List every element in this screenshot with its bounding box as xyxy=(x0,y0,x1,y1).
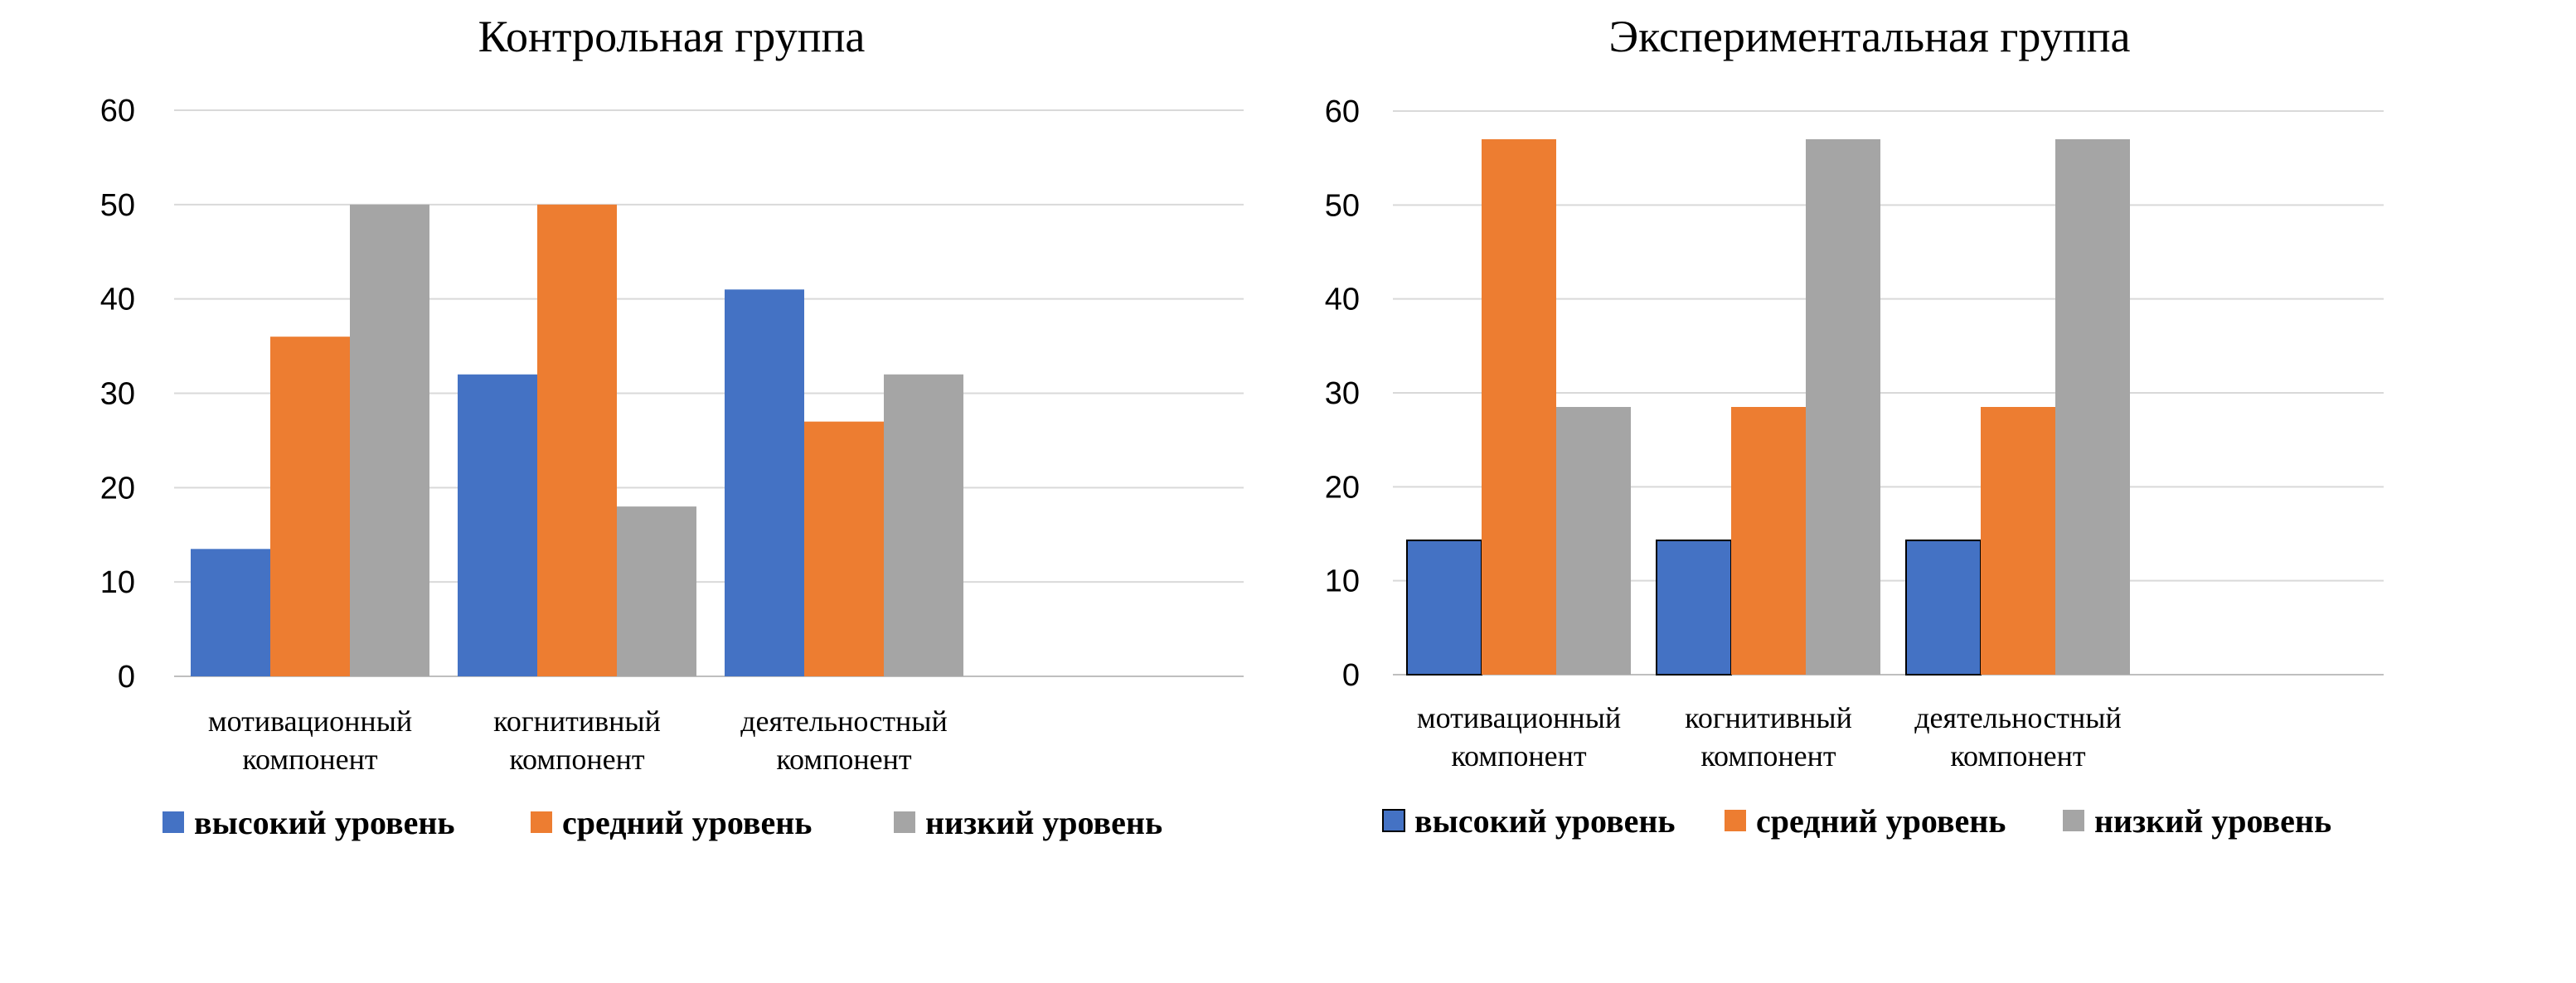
x-tick-label: деятельностный xyxy=(1914,701,2122,734)
bar xyxy=(191,549,270,676)
legend-label: низкий уровень xyxy=(2094,802,2331,840)
bar xyxy=(1556,407,1631,675)
y-tick-label: 60 xyxy=(100,94,135,128)
chart-title: Экспериментальная группа xyxy=(1609,12,2131,61)
y-tick-label: 0 xyxy=(1342,658,1360,693)
y-tick-label: 30 xyxy=(1325,376,1360,411)
legend-swatch xyxy=(1725,810,1746,831)
chart-1: Контрольная группа 0 10 20 30 40 50 60 мотивацио… xyxy=(100,12,1244,841)
bar xyxy=(1981,407,2055,675)
bar xyxy=(1482,139,1556,675)
y-tick-label: 30 xyxy=(100,377,135,412)
legend-swatch xyxy=(894,811,915,833)
x-tick-label: когнитивный xyxy=(1685,701,1852,734)
bar xyxy=(1905,539,1982,676)
x-tick-label: когнитивный xyxy=(493,705,661,738)
y-tick-label: 10 xyxy=(100,565,135,600)
legend-label: высокий уровень xyxy=(1414,802,1676,840)
y-tick-label: 50 xyxy=(100,188,135,223)
bar xyxy=(804,421,884,676)
x-tick-label: компонент xyxy=(1950,739,2086,772)
bar xyxy=(884,374,963,676)
bar xyxy=(350,204,429,677)
bar xyxy=(1406,539,1482,676)
legend-swatch xyxy=(1382,809,1405,832)
y-tick-label: 60 xyxy=(1325,94,1360,129)
x-tick-label: компонент xyxy=(1451,739,1587,772)
bar xyxy=(725,289,804,676)
x-tick-label: компонент xyxy=(1700,739,1836,772)
bar xyxy=(458,374,537,676)
y-tick-label: 20 xyxy=(1325,470,1360,505)
legend-swatch xyxy=(531,811,552,833)
x-tick-label: компонент xyxy=(776,743,912,776)
y-tick-label: 40 xyxy=(100,283,135,317)
bar xyxy=(2055,139,2130,675)
legend-swatch xyxy=(163,811,184,833)
legend-label: средний уровень xyxy=(1756,802,2006,840)
y-tick-label: 10 xyxy=(1325,564,1360,599)
x-tick-label: компонент xyxy=(242,743,378,776)
bar xyxy=(1656,539,1732,676)
legend-label: низкий уровень xyxy=(925,804,1162,841)
legend-label: средний уровень xyxy=(562,804,812,841)
chart-title: Контрольная группа xyxy=(478,12,866,61)
y-tick-label: 50 xyxy=(1325,188,1360,223)
x-tick-label: компонент xyxy=(509,743,645,776)
bar xyxy=(1731,407,1806,675)
y-tick-label: 40 xyxy=(1325,283,1360,317)
bar xyxy=(270,337,350,676)
bar xyxy=(537,204,617,677)
legend-label: высокий уровень xyxy=(194,804,455,841)
chart-2: Экспериментальная группа 0 10 20 30 40 50 60 мот… xyxy=(1325,12,2384,840)
y-tick-label: 0 xyxy=(118,660,135,695)
x-tick-label: мотивационный xyxy=(1417,701,1621,734)
x-tick-label: мотивационный xyxy=(208,705,412,738)
bar xyxy=(617,506,696,676)
legend-swatch xyxy=(2063,810,2084,831)
y-tick-label: 20 xyxy=(100,471,135,506)
bar xyxy=(1806,139,1880,675)
x-tick-label: деятельностный xyxy=(740,705,948,738)
